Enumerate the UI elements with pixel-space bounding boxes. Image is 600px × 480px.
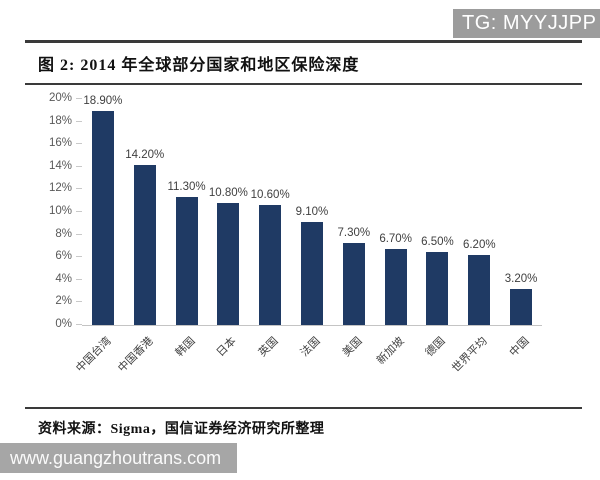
- x-axis-category-label: 中国台湾: [73, 335, 114, 375]
- y-axis-tick-mark: [76, 278, 82, 280]
- bar-value-label: 10.60%: [250, 189, 290, 202]
- y-axis-tick-mark: [76, 98, 82, 99]
- bar-value-label: 14.20%: [125, 148, 165, 161]
- bar-chart-plot-area: 0% 2% 4% 6% 8% 10% 12% 14% 16% 18% 20% 18.90% 中国台湾 14…: [49, 92, 542, 375]
- y-axis-tick-mark: [76, 324, 82, 325]
- y-axis-tick-mark: [76, 233, 82, 235]
- bar-column: 11.30% 韩国: [166, 99, 208, 359]
- y-axis-tick-label: 8%: [55, 227, 72, 240]
- y-axis-tick-label: 16%: [48, 137, 72, 150]
- bar-value-label: 6.70%: [379, 233, 412, 246]
- bar: [384, 249, 407, 325]
- source-note: 资料来源：Sigma，国信证券经济研究所整理: [38, 422, 325, 437]
- bar: [91, 111, 114, 325]
- x-axis-category-label: 新加坡: [374, 335, 407, 367]
- bar-column: 6.20% 世界平均: [450, 99, 500, 375]
- x-axis-category-label: 美国: [340, 335, 365, 360]
- y-axis-tick-mark: [76, 188, 82, 190]
- x-axis-category-label: 法国: [298, 335, 323, 360]
- y-axis-tick-label: 12%: [48, 182, 72, 195]
- y-axis-tick-label: 6%: [55, 250, 72, 263]
- x-axis-category-label: 韩国: [173, 335, 198, 360]
- bar-column: 6.70% 新加坡: [374, 99, 417, 367]
- bar: [510, 288, 533, 325]
- source-note-block: 资料来源：Sigma，国信证券经济研究所整理: [25, 407, 582, 438]
- bar: [133, 164, 156, 325]
- bar: [426, 251, 449, 325]
- site-watermark-text: www.guangzhoutrans.com: [10, 448, 222, 468]
- bar: [259, 205, 282, 325]
- y-axis-tick-mark: [76, 256, 82, 258]
- telegram-watermark-text: TG: MYYJJPP: [462, 12, 597, 34]
- bar-value-label: 10.80%: [208, 186, 248, 199]
- bar-column: 14.20% 中国香港: [116, 99, 166, 375]
- x-axis-category-label: 中国香港: [115, 335, 156, 375]
- x-axis-category-label: 世界平均: [450, 335, 490, 375]
- bar: [342, 242, 365, 325]
- bar: [175, 197, 198, 325]
- y-axis-tick-label: 4%: [55, 272, 72, 285]
- x-axis-category-label: 日本: [214, 335, 239, 360]
- x-axis-category-label: 中国: [507, 335, 532, 360]
- bar: [217, 202, 240, 325]
- y-axis-tick-mark: [76, 165, 82, 167]
- y-axis-tick-mark: [76, 211, 82, 212]
- bar-column: 3.20% 中国: [500, 99, 542, 359]
- bar-value-label: 11.30%: [167, 181, 206, 194]
- y-axis-tick-label: 10%: [48, 205, 72, 217]
- bar-value-label: 9.10%: [295, 206, 329, 219]
- bar: [300, 222, 323, 325]
- bar-value-label: 18.90%: [83, 95, 123, 108]
- y-axis-tick-label: 2%: [55, 295, 72, 308]
- y-axis-tick-mark: [76, 301, 82, 303]
- y-axis-tick-label: 20%: [48, 92, 72, 104]
- y-axis-tick-label: 0%: [55, 318, 72, 330]
- y-axis-tick-label: 18%: [48, 114, 72, 127]
- bar-column: 10.80% 日本: [207, 99, 249, 359]
- bar-value-label: 3.20%: [504, 272, 538, 285]
- y-axis-tick-label: 14%: [48, 159, 72, 172]
- figure-title: 图 2: 2014 年全球部分国家和地区保险深度: [38, 57, 360, 74]
- bar-column: 18.90% 中国台湾: [74, 95, 124, 374]
- y-axis-tick-mark: [76, 143, 82, 145]
- x-axis-category-label: 英国: [256, 335, 281, 360]
- bar-column: 10.60% 英国: [249, 99, 291, 359]
- y-axis-tick-mark: [76, 120, 82, 122]
- bar-value-label: 6.20%: [462, 238, 496, 251]
- bar-value-label: 6.50%: [421, 235, 454, 248]
- bar: [468, 254, 491, 325]
- x-axis-category-label: 德国: [424, 335, 449, 360]
- bar-value-label: 7.30%: [337, 226, 371, 239]
- site-watermark-bar: www.guangzhoutrans.com: [0, 443, 237, 473]
- telegram-watermark-badge: TG: MYYJJPP: [453, 9, 600, 38]
- figure-title-block: 图 2: 2014 年全球部分国家和地区保险深度: [25, 40, 582, 85]
- bar-column: 9.10% 法国: [291, 99, 333, 359]
- bar-column: 7.30% 美国: [333, 99, 375, 360]
- bar-column: 6.50% 德国: [417, 99, 459, 360]
